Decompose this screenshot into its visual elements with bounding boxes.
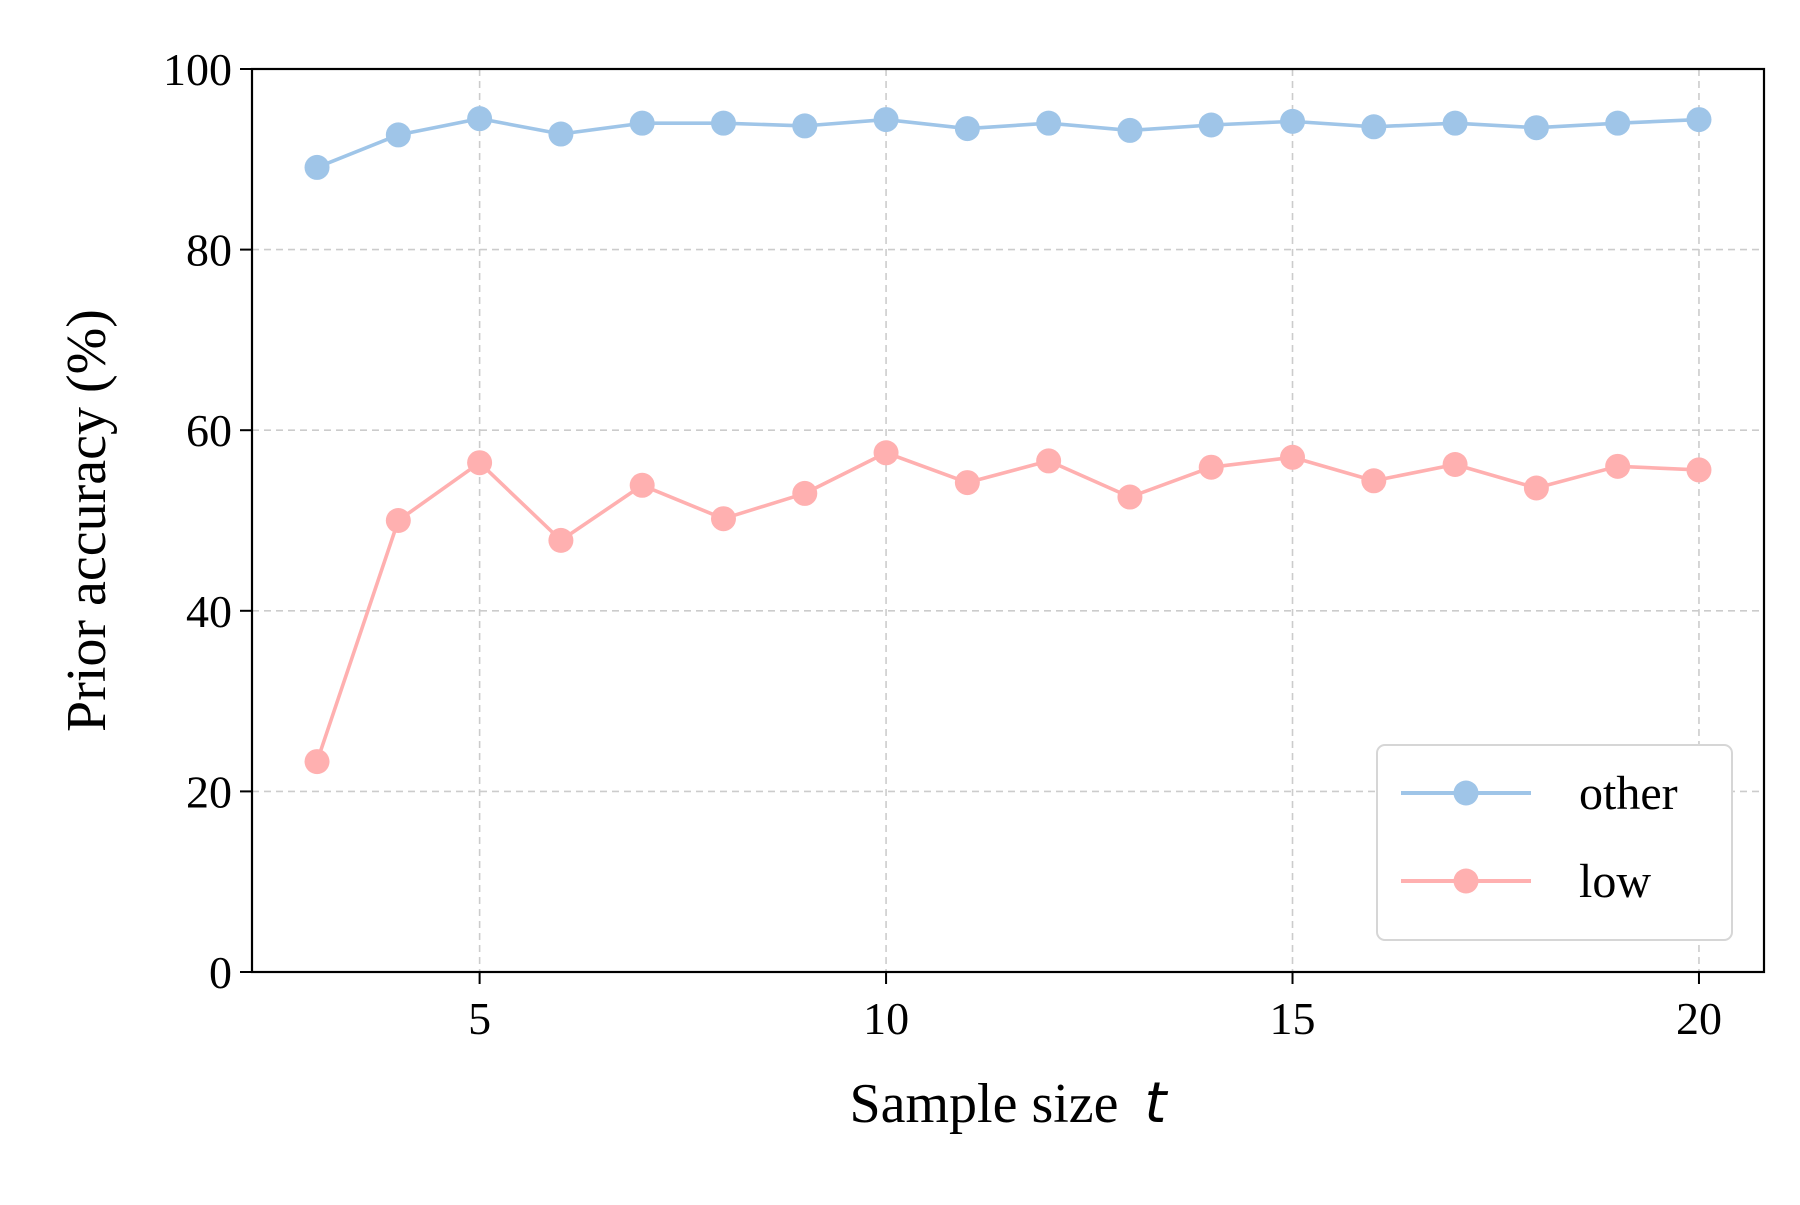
series-layer [304, 106, 1712, 775]
data-point-low [1442, 452, 1468, 478]
ticks-layer: 0 20 40 60 80 100 5 10 15 20 [163, 44, 1722, 1044]
series-line-other [316, 116, 1700, 170]
plot-frame [250, 67, 1766, 974]
legend-label-other: other [1579, 767, 1678, 820]
data-point-other [792, 113, 818, 139]
data-point-other [1361, 114, 1387, 140]
data-point-low [710, 506, 736, 532]
data-point-low [954, 470, 980, 496]
legend: other low [1376, 744, 1733, 941]
data-point-other [1686, 107, 1712, 133]
data-point-other [710, 110, 736, 136]
data-point-low [304, 749, 330, 775]
x-axis-label: Sample size t [849, 1071, 1168, 1136]
data-point-low [1036, 448, 1062, 474]
data-point-other [954, 116, 980, 142]
data-point-other [1442, 110, 1468, 136]
data-point-low [1523, 475, 1549, 501]
data-point-other [1523, 115, 1549, 141]
axis-labels: Sample size t Prior accuracy (%) [56, 309, 1169, 1136]
data-point-low [548, 527, 574, 553]
data-point-low [1198, 454, 1224, 480]
legend-marker-other [1453, 780, 1479, 806]
series-low [304, 440, 1712, 775]
data-point-low [1605, 453, 1631, 479]
x-tick-label: 5 [468, 993, 491, 1044]
data-point-other [1117, 117, 1143, 143]
legend-entries: other low [1401, 767, 1678, 908]
data-point-other [873, 107, 899, 133]
data-point-other [385, 122, 411, 148]
legend-entry-other: other [1401, 767, 1678, 820]
y-tick-label: 40 [186, 586, 232, 637]
y-tick-label: 60 [186, 405, 232, 456]
data-point-other [467, 106, 493, 132]
data-point-other [548, 121, 574, 147]
series-line-low [315, 450, 1700, 763]
data-point-low [467, 450, 493, 476]
y-axis-label: Prior accuracy (%) [56, 309, 118, 732]
x-tick-label: 15 [1270, 993, 1316, 1044]
data-point-other [1280, 108, 1306, 134]
y-tick-label: 80 [186, 225, 232, 276]
data-point-other [1036, 110, 1062, 136]
data-point-low [385, 508, 411, 533]
data-point-other [1605, 110, 1631, 136]
data-point-low [629, 472, 655, 498]
data-point-low [1686, 457, 1712, 483]
legend-entry-low: low [1401, 855, 1651, 908]
legend-label-low: low [1579, 855, 1651, 908]
data-point-other [629, 110, 655, 136]
x-axis-label-text: Sample size [849, 1073, 1118, 1135]
x-tick-label: 20 [1676, 993, 1722, 1044]
legend-box [1376, 744, 1733, 941]
legend-marker-low [1453, 868, 1479, 894]
series-other [304, 106, 1712, 180]
x-axis-label-variable: t [1145, 1071, 1169, 1136]
y-tick-label: 0 [209, 947, 232, 998]
data-point-low [1361, 468, 1387, 494]
data-point-low [873, 440, 899, 466]
x-tick-label: 10 [863, 993, 909, 1044]
data-point-other [1198, 112, 1224, 138]
data-point-low [792, 480, 818, 506]
data-point-low [1117, 484, 1143, 510]
y-tick-label: 20 [186, 766, 232, 817]
y-tick-label: 100 [163, 44, 232, 95]
data-point-low [1280, 444, 1306, 470]
data-point-other [304, 154, 330, 180]
